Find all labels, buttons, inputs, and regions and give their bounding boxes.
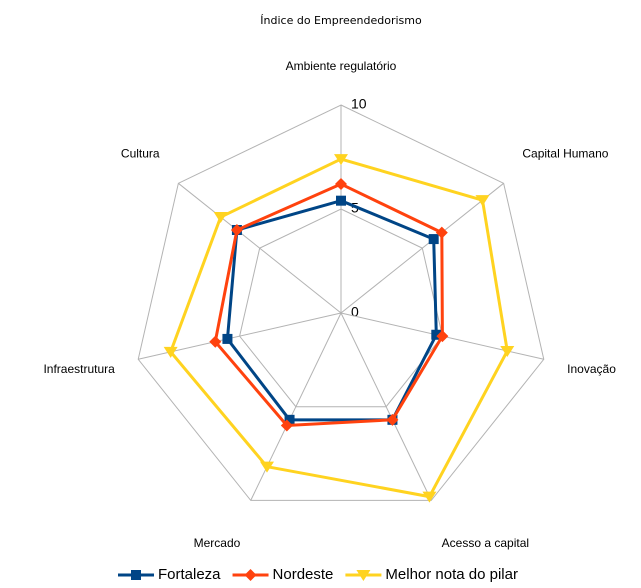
grid-ring [239,208,443,408]
r-tick-label: 0 [351,304,359,320]
category-label: Inovação [567,362,616,376]
series-line [168,157,509,499]
marker [280,419,293,432]
series-line [225,199,438,422]
category-label: Acesso a capital [442,536,529,550]
marker [435,226,448,239]
category-label: Infraestrutura [43,362,115,376]
marker [222,333,233,344]
spoke [340,312,432,501]
legend-label: Fortaleza [158,566,221,583]
marker [428,234,439,245]
category-label: Mercado [194,536,241,550]
marker [209,335,222,348]
marker [163,346,178,358]
marker [213,212,228,224]
chart-title: Índice do Empreendedorismo [260,14,422,27]
legend-label: Nordeste [273,566,334,583]
spoke [340,182,504,314]
marker [422,491,437,503]
marker [259,461,274,473]
grid-ring [137,104,545,501]
legend-label: Melhor nota do pilar [385,566,518,583]
category-label: Ambiente regulatório [286,59,397,73]
marker [386,413,399,426]
marker [244,569,257,581]
marker [475,195,490,207]
marker [436,330,449,343]
marker [336,195,346,206]
marker [431,329,442,340]
marker [356,570,371,581]
category-label: Cultura [121,147,160,161]
spoke [178,182,342,314]
r-tick-label: 10 [351,96,367,112]
marker [334,154,348,166]
marker [284,414,295,425]
series [209,178,449,432]
marker [500,345,515,357]
marker [230,224,243,237]
series-line [213,182,444,427]
marker [335,178,347,191]
marker [131,570,141,580]
series [163,154,515,503]
category-label: Capital Humano [522,147,608,161]
